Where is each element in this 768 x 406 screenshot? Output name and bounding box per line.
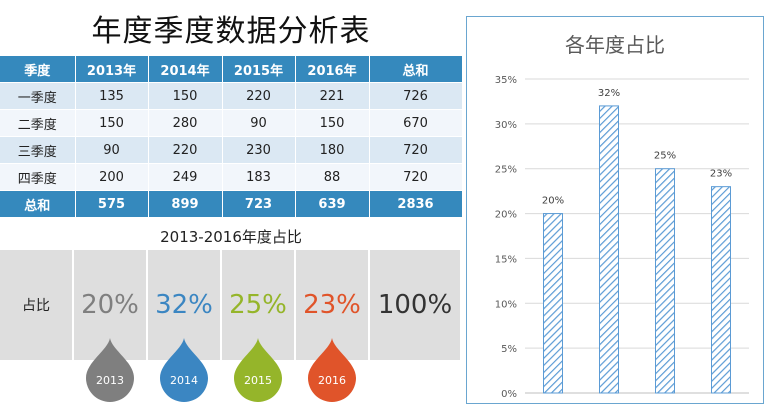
data-label: 23% xyxy=(710,169,732,180)
table-row: 四季度 200 249 183 88 720 xyxy=(0,163,463,191)
table-cell: 220 xyxy=(222,82,296,110)
table-cell: 四季度 xyxy=(0,163,76,191)
data-label: 32% xyxy=(598,88,620,99)
table-cell: 90 xyxy=(75,136,149,164)
table-cell: 220 xyxy=(148,136,223,164)
ratio-value-2015: 25% xyxy=(222,250,294,360)
drop-year-label: 2013 xyxy=(96,374,124,387)
y-tick-label: 30% xyxy=(495,120,517,131)
table-cell: 二季度 xyxy=(0,109,76,137)
table-cell: 135 xyxy=(75,82,149,110)
drop-shape-icon xyxy=(160,338,208,402)
table-cell: 280 xyxy=(148,109,223,137)
drop-shape-icon xyxy=(308,338,356,402)
column-header: 2015年 xyxy=(222,56,296,83)
column-header: 2014年 xyxy=(148,56,223,83)
quarterly-data-table: 季度 2013年 2014年 2015年 2016年 总和 一季度 135 15… xyxy=(0,56,463,218)
table-cell: 899 xyxy=(148,190,223,218)
year-drop-2016: 2016 xyxy=(304,338,360,402)
chart-title: 各年度占比 xyxy=(565,33,665,57)
data-label: 20% xyxy=(542,196,564,207)
table-header-row: 季度 2013年 2014年 2015年 2016年 总和 xyxy=(0,56,463,83)
drop-shape-icon xyxy=(234,338,282,402)
table-row: 二季度 150 280 90 150 670 xyxy=(0,109,463,137)
chart-panel: 各年度占比 0% 5% 10% 15% 20% 25% 30% 35% 20% 32% 25% 23% xyxy=(466,16,764,404)
table-cell: 三季度 xyxy=(0,136,76,164)
column-header: 总和 xyxy=(369,56,463,83)
table-cell: 180 xyxy=(295,136,370,164)
column-header: 季度 xyxy=(0,56,76,83)
y-tick-label: 20% xyxy=(495,210,517,221)
table-cell: 230 xyxy=(222,136,296,164)
ratio-subtitle: 2013-2016年度占比 xyxy=(160,228,302,246)
ratio-total: 100% xyxy=(370,250,460,360)
table-cell: 720 xyxy=(369,136,463,164)
drop-year-label: 2015 xyxy=(244,374,272,387)
table-cell: 221 xyxy=(295,82,370,110)
table-row: 一季度 135 150 220 221 726 xyxy=(0,82,463,110)
table-cell: 249 xyxy=(148,163,223,191)
y-tick-label: 5% xyxy=(501,344,517,355)
bar-chart: 0% 5% 10% 15% 20% 25% 30% 35% 20% 32% 25% 23% xyxy=(495,75,749,400)
year-drop-2014: 2014 xyxy=(156,338,212,402)
bar-2016 xyxy=(711,186,731,394)
bar-2015 xyxy=(655,168,675,394)
table-cell: 88 xyxy=(295,163,370,191)
column-header: 2013年 xyxy=(75,56,149,83)
year-drop-2013: 2013 xyxy=(82,338,138,402)
table-row: 三季度 90 220 230 180 720 xyxy=(0,136,463,164)
table-cell: 总和 xyxy=(0,190,76,218)
table-cell: 150 xyxy=(148,82,223,110)
table-cell: 150 xyxy=(295,109,370,137)
ratio-label: 占比 xyxy=(0,250,72,360)
page-title: 年度季度数据分析表 xyxy=(91,14,371,49)
table-cell: 726 xyxy=(369,82,463,110)
bar-2014 xyxy=(599,105,619,394)
table-cell: 2836 xyxy=(369,190,463,218)
table-cell: 720 xyxy=(369,163,463,191)
drop-year-label: 2016 xyxy=(318,374,346,387)
table-cell: 200 xyxy=(75,163,149,191)
table-cell: 575 xyxy=(75,190,149,218)
column-header: 2016年 xyxy=(295,56,370,83)
table-cell: 723 xyxy=(222,190,296,218)
drop-shape-icon xyxy=(86,338,134,402)
y-tick-label: 15% xyxy=(495,254,517,265)
table-total-row: 总和 575 899 723 639 2836 xyxy=(0,190,463,218)
y-tick-label: 10% xyxy=(495,299,517,310)
table-cell: 90 xyxy=(222,109,296,137)
drop-year-label: 2014 xyxy=(170,374,198,387)
y-tick-label: 35% xyxy=(495,75,517,86)
data-label: 25% xyxy=(654,151,676,162)
y-tick-label: 25% xyxy=(495,165,517,176)
table-cell: 670 xyxy=(369,109,463,137)
year-drop-2015: 2015 xyxy=(230,338,286,402)
table-cell: 183 xyxy=(222,163,296,191)
table-cell: 150 xyxy=(75,109,149,137)
y-tick-label: 0% xyxy=(501,389,517,400)
bar-2013 xyxy=(543,213,563,394)
table-cell: 639 xyxy=(295,190,370,218)
table-cell: 一季度 xyxy=(0,82,76,110)
